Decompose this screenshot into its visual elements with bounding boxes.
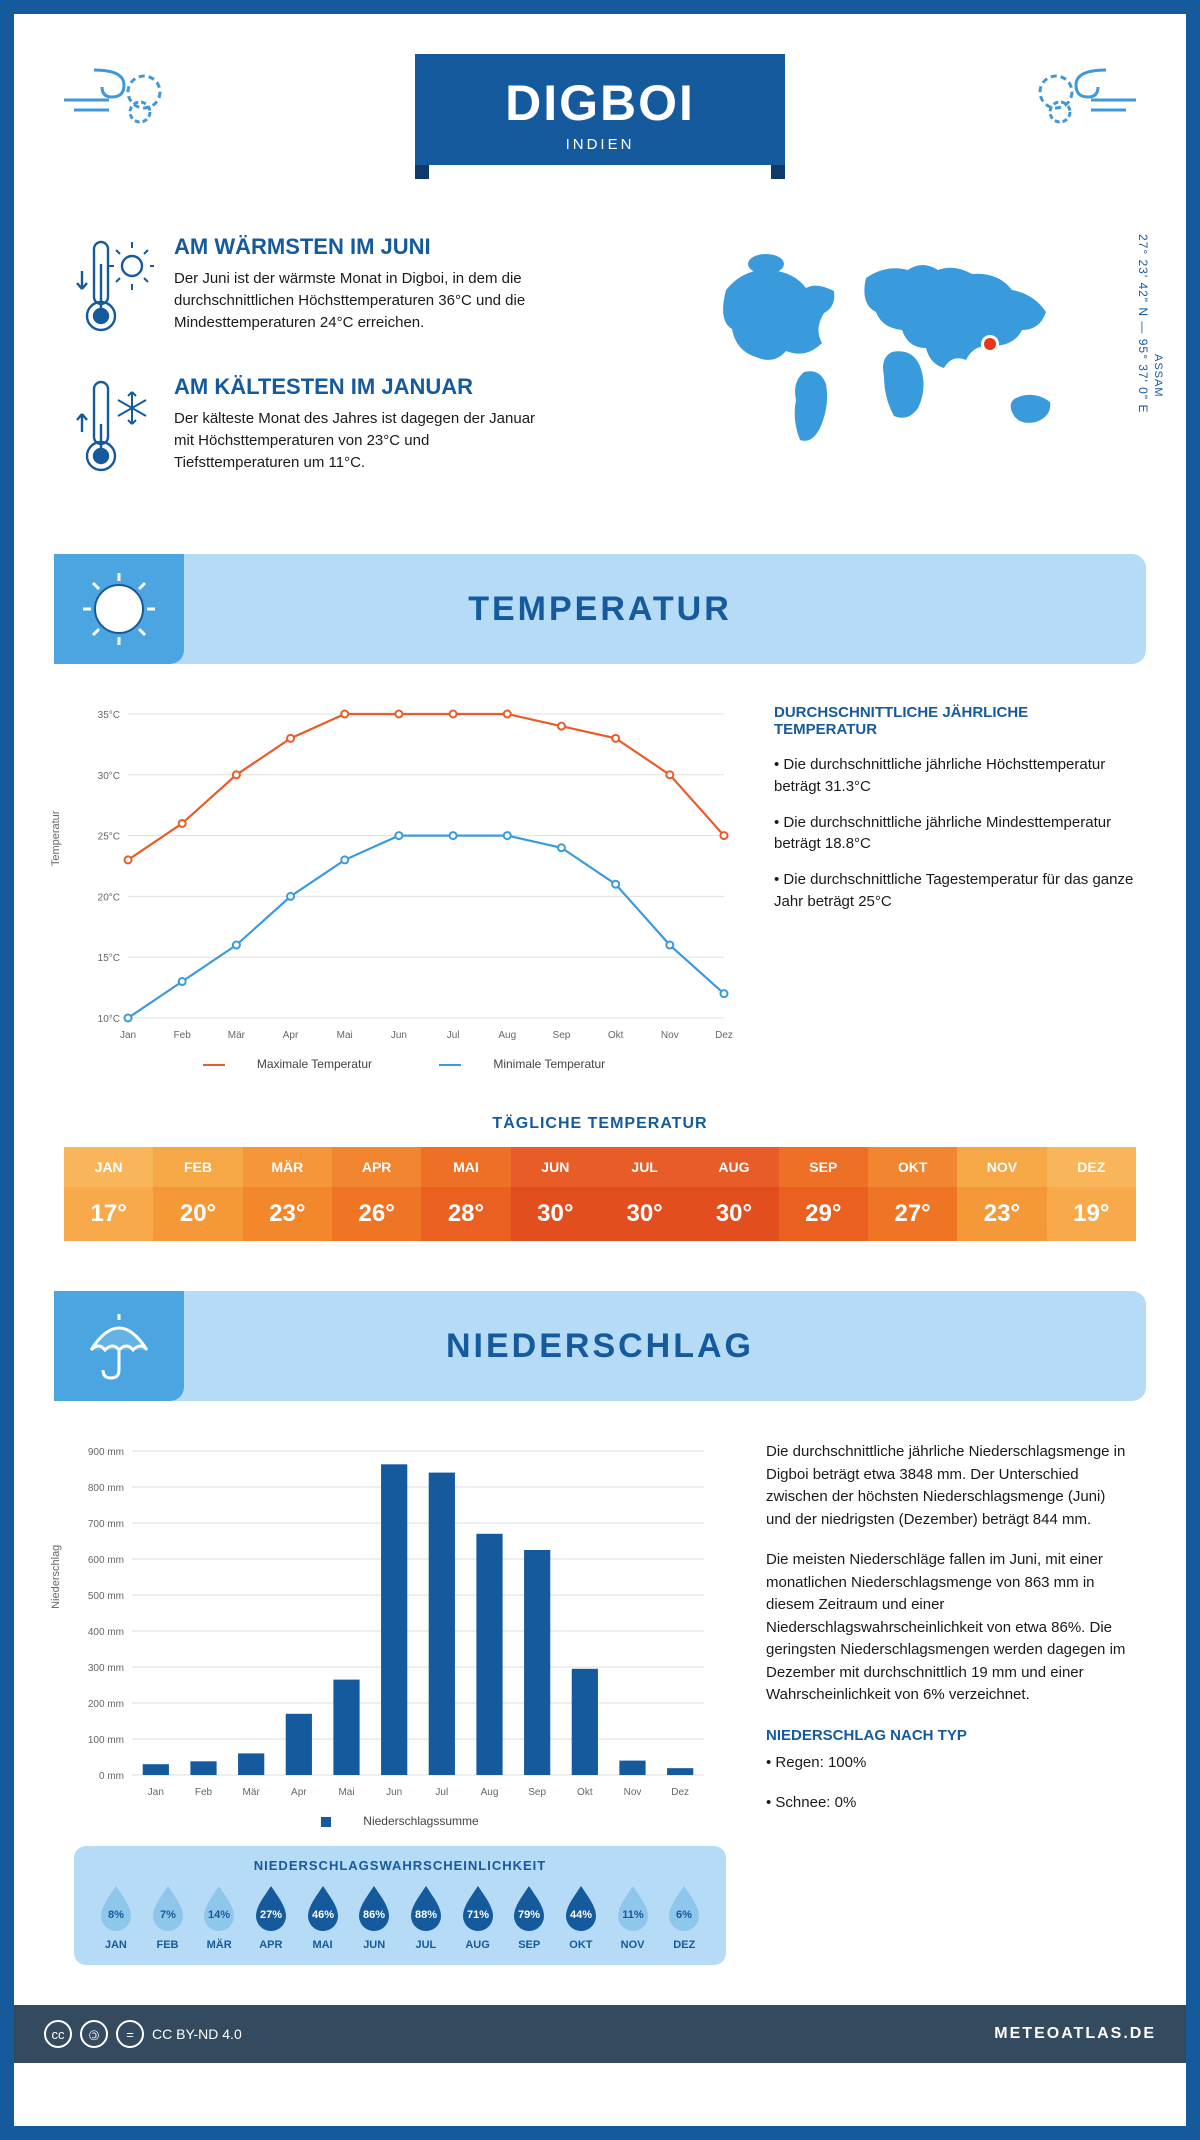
svg-text:Sep: Sep (553, 1030, 571, 1041)
svg-text:700 mm: 700 mm (88, 1519, 124, 1530)
svg-text:Mai: Mai (337, 1030, 353, 1041)
svg-text:Jul: Jul (435, 1787, 448, 1798)
sun-icon (54, 554, 184, 664)
svg-text:Nov: Nov (661, 1030, 679, 1041)
wind-icon (1026, 50, 1146, 135)
svg-text:Aug: Aug (498, 1030, 516, 1041)
temperature-chart: Temperatur 10°C15°C20°C25°C30°C35°CJanFe… (74, 704, 734, 1071)
svg-text:Sep: Sep (528, 1787, 546, 1798)
svg-text:Mär: Mär (243, 1787, 261, 1798)
svg-text:Jan: Jan (120, 1030, 136, 1041)
svg-text:8%: 8% (108, 1909, 124, 1921)
svg-text:800 mm: 800 mm (88, 1483, 124, 1494)
svg-text:15°C: 15°C (98, 953, 120, 964)
svg-text:100 mm: 100 mm (88, 1735, 124, 1746)
precip-section-header: NIEDERSCHLAG (54, 1291, 1146, 1401)
warmest-stat: AM WÄRMSTEN IM JUNI Der Juni ist der wär… (74, 234, 666, 344)
svg-text:46%: 46% (312, 1909, 334, 1921)
temp-info: DURCHSCHNITTLICHE JÄHRLICHE TEMPERATUR •… (774, 704, 1134, 1071)
coordinates: 27° 23' 42" N — 95° 37' 0" E (1136, 234, 1150, 413)
warmest-text: Der Juni ist der wärmste Monat in Digboi… (174, 268, 554, 333)
svg-text:Feb: Feb (174, 1030, 192, 1041)
temp-heading: TEMPERATUR (468, 590, 732, 629)
svg-text:Apr: Apr (283, 1030, 299, 1041)
svg-text:44%: 44% (570, 1909, 592, 1921)
svg-text:300 mm: 300 mm (88, 1663, 124, 1674)
header: DIGBOI INDIEN (14, 14, 1186, 214)
coldest-text: Der kälteste Monat des Jahres ist dagege… (174, 408, 554, 473)
svg-text:86%: 86% (363, 1909, 385, 1921)
svg-text:0 mm: 0 mm (99, 1771, 124, 1782)
svg-text:20°C: 20°C (98, 892, 120, 903)
svg-text:Dez: Dez (671, 1787, 689, 1798)
svg-text:79%: 79% (518, 1909, 540, 1921)
svg-text:Okt: Okt (577, 1787, 593, 1798)
title-ribbon: DIGBOI INDIEN (415, 54, 785, 165)
temp-legend: Maximale Temperatur Minimale Temperatur (74, 1057, 734, 1071)
svg-text:Mai: Mai (338, 1787, 354, 1798)
coldest-title: AM KÄLTESTEN IM JANUAR (174, 374, 554, 400)
svg-text:35°C: 35°C (98, 710, 120, 721)
svg-text:Jun: Jun (386, 1787, 402, 1798)
svg-text:Jan: Jan (148, 1787, 164, 1798)
svg-text:7%: 7% (160, 1909, 176, 1921)
svg-text:600 mm: 600 mm (88, 1555, 124, 1566)
precip-text: Die durchschnittliche jährliche Niedersc… (766, 1441, 1126, 1965)
svg-text:Feb: Feb (195, 1787, 213, 1798)
svg-text:Jun: Jun (391, 1030, 407, 1041)
umbrella-icon (54, 1291, 184, 1401)
svg-text:900 mm: 900 mm (88, 1447, 124, 1458)
svg-text:25°C: 25°C (98, 832, 120, 843)
svg-text:Dez: Dez (715, 1030, 733, 1041)
svg-text:400 mm: 400 mm (88, 1627, 124, 1638)
precip-legend: Niederschlagssumme (74, 1814, 726, 1828)
svg-text:27%: 27% (260, 1909, 282, 1921)
svg-text:88%: 88% (415, 1909, 437, 1921)
precip-heading: NIEDERSCHLAG (446, 1327, 754, 1366)
svg-text:10°C: 10°C (98, 1014, 120, 1025)
brand-label: METEOATLAS.DE (994, 2025, 1156, 2043)
footer: cc🄯= CC BY-ND 4.0 METEOATLAS.DE (14, 2005, 1186, 2063)
svg-text:Jul: Jul (447, 1030, 460, 1041)
wind-icon (54, 50, 174, 135)
warmest-title: AM WÄRMSTEN IM JUNI (174, 234, 554, 260)
svg-text:11%: 11% (622, 1909, 644, 1921)
precip-chart: Niederschlag 0 mm100 mm200 mm300 mm400 m… (74, 1441, 726, 1828)
svg-text:200 mm: 200 mm (88, 1699, 124, 1710)
temperature-section-header: TEMPERATUR (54, 554, 1146, 664)
svg-text:Mär: Mär (228, 1030, 246, 1041)
world-map: 27° 23' 42" N — 95° 37' 0" E ASSAM (696, 234, 1126, 514)
region-label: ASSAM (1152, 354, 1164, 398)
precip-probability-box: NIEDERSCHLAGSWAHRSCHEINLICHKEIT 8%JAN7%F… (74, 1846, 726, 1965)
city-title: DIGBOI (505, 74, 695, 132)
svg-text:Apr: Apr (291, 1787, 307, 1798)
license: cc🄯= CC BY-ND 4.0 (44, 2020, 242, 2048)
svg-text:Okt: Okt (608, 1030, 624, 1041)
country-label: INDIEN (505, 136, 695, 153)
svg-text:14%: 14% (208, 1909, 230, 1921)
svg-text:71%: 71% (467, 1909, 489, 1921)
svg-text:Nov: Nov (624, 1787, 642, 1798)
svg-text:6%: 6% (676, 1909, 692, 1921)
svg-text:Aug: Aug (481, 1787, 499, 1798)
daily-temp-title: TÄGLICHE TEMPERATUR (14, 1115, 1186, 1133)
daily-temp-table: JAN17°FEB20°MÄR23°APR26°MAI28°JUN30°JUL3… (64, 1147, 1136, 1241)
svg-text:500 mm: 500 mm (88, 1591, 124, 1602)
svg-text:30°C: 30°C (98, 771, 120, 782)
coldest-stat: AM KÄLTESTEN IM JANUAR Der kälteste Mona… (74, 374, 666, 484)
